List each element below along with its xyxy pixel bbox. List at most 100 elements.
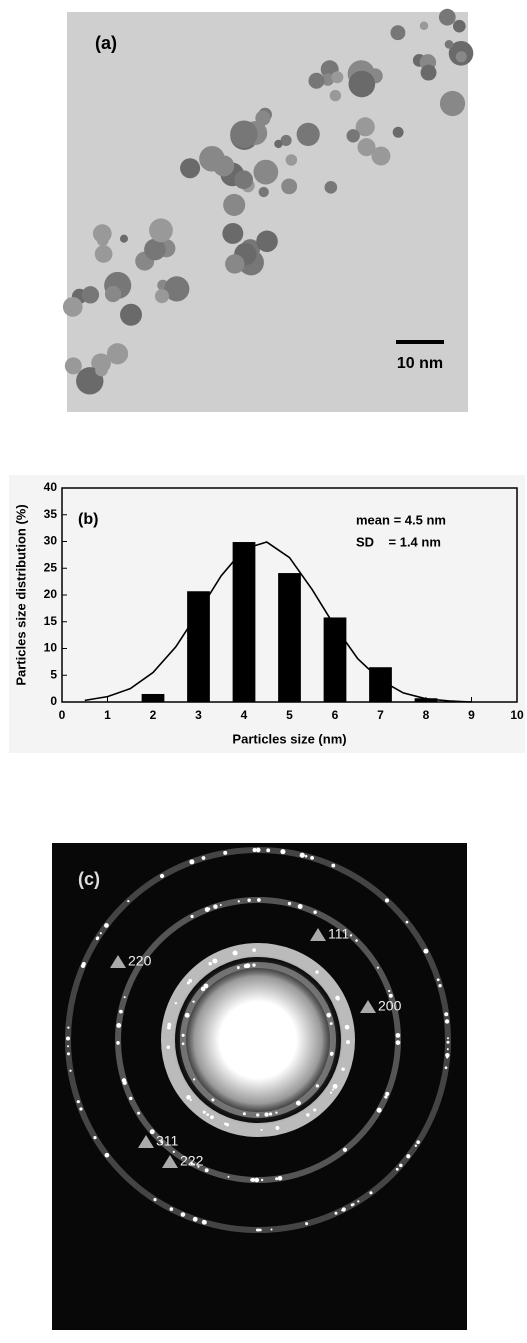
spot [280, 849, 286, 855]
marker-triangle [110, 955, 126, 968]
x-axis-label: Particles size (nm) [232, 731, 346, 746]
x-tick-label: 4 [241, 708, 248, 722]
spot [275, 1125, 280, 1130]
spot [299, 852, 305, 858]
y-axis-label: Particles size distribution (%) [13, 504, 28, 685]
particle [308, 72, 325, 89]
diffraction-spots [65, 847, 450, 1232]
spot [116, 1023, 122, 1028]
bar [141, 693, 165, 702]
marker-triangle [360, 1000, 376, 1013]
particle [225, 254, 245, 274]
marker-triangle [162, 1155, 178, 1168]
spot [395, 1033, 401, 1038]
particle [321, 73, 335, 86]
spot [406, 1154, 411, 1159]
spot [169, 1207, 174, 1211]
spot [254, 1177, 260, 1183]
particle [438, 8, 456, 26]
particle [452, 19, 466, 33]
y-tick-label: 35 [44, 507, 58, 521]
spot [399, 1163, 403, 1168]
spot [236, 966, 240, 970]
spot [251, 1177, 256, 1182]
spot [123, 996, 126, 999]
reflection-label: 220 [128, 953, 152, 969]
x-tick-label: 0 [59, 708, 66, 722]
spot [268, 1112, 273, 1116]
panel-label: (c) [78, 869, 100, 889]
particle [285, 154, 298, 166]
spot [189, 859, 195, 865]
spot [332, 1083, 338, 1089]
spot [304, 854, 308, 858]
spot [275, 1111, 278, 1114]
particle [444, 39, 454, 49]
x-tick-label: 10 [510, 708, 524, 722]
spot [79, 1107, 83, 1111]
tem-image [67, 12, 468, 412]
scale-bar [396, 340, 444, 344]
spot [190, 1162, 194, 1165]
spot [243, 964, 248, 968]
x-tick-label: 1 [104, 708, 111, 722]
spot [310, 855, 315, 860]
scale-bar-label: 10 nm [397, 355, 443, 372]
spot [193, 1078, 196, 1081]
spot [444, 1066, 448, 1070]
spot [344, 1024, 350, 1030]
spot [227, 1175, 230, 1178]
particle [455, 51, 467, 63]
spot [444, 1019, 450, 1024]
particle [258, 186, 269, 198]
spot [349, 934, 353, 937]
bar [187, 591, 210, 702]
y-tick-label: 25 [44, 560, 58, 574]
spot [341, 1209, 344, 1212]
panel-label: (a) [95, 33, 117, 53]
particle [274, 139, 283, 149]
spot [252, 948, 256, 952]
spot [315, 1084, 319, 1088]
x-tick-label: 5 [286, 708, 293, 722]
spot [334, 1211, 338, 1215]
spot [174, 1001, 178, 1005]
y-tick-label: 15 [44, 614, 58, 628]
particle [230, 120, 258, 148]
spot [192, 1163, 196, 1166]
spot [336, 997, 340, 1001]
particle [281, 178, 298, 195]
particle [64, 357, 82, 375]
spot [201, 856, 206, 860]
spot [423, 948, 429, 954]
spot [260, 1128, 263, 1132]
spot [180, 1212, 186, 1217]
particle [222, 222, 244, 244]
spot [119, 1009, 123, 1014]
spot [225, 1122, 230, 1127]
particle [280, 134, 292, 146]
spot [270, 1228, 273, 1231]
spot [202, 1220, 207, 1225]
x-tick-label: 6 [332, 708, 339, 722]
spot [313, 910, 317, 914]
spot [395, 1167, 399, 1171]
spot [355, 939, 358, 942]
spot [192, 1000, 195, 1003]
spot [206, 1113, 210, 1117]
y-tick-label: 10 [44, 641, 58, 655]
particle [104, 285, 122, 303]
spot [252, 847, 257, 853]
spot [260, 1178, 264, 1182]
spot [357, 1200, 360, 1203]
spot [127, 899, 130, 903]
particle [234, 170, 254, 190]
x-tick-label: 7 [377, 708, 384, 722]
spot [104, 1152, 110, 1158]
x-tick-label: 2 [150, 708, 157, 722]
spot [172, 1150, 175, 1154]
spot [202, 1110, 206, 1114]
particle [329, 89, 342, 102]
